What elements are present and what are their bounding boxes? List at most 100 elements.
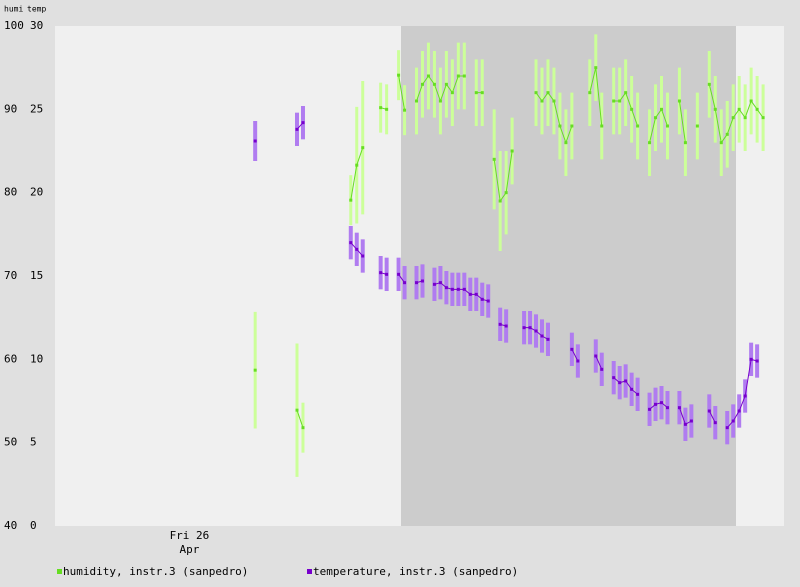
y-tick-label: 100: [4, 19, 24, 32]
point: [552, 99, 556, 103]
point: [660, 107, 664, 111]
point: [677, 99, 681, 103]
legend-swatch: [57, 569, 62, 574]
point: [719, 141, 723, 145]
point: [474, 91, 478, 95]
y2-tick-label: 10: [30, 352, 43, 365]
point: [707, 409, 711, 413]
point: [253, 139, 257, 143]
point: [361, 254, 365, 258]
point: [355, 247, 359, 251]
point: [588, 91, 592, 95]
point: [749, 357, 753, 361]
point: [677, 406, 681, 410]
y2-tick-label: 5: [30, 436, 37, 449]
point: [660, 401, 664, 405]
point: [755, 359, 759, 363]
point: [510, 149, 514, 153]
point: [504, 191, 508, 195]
point: [713, 107, 717, 111]
point: [397, 272, 401, 276]
point: [361, 146, 365, 150]
y2-tick-label: 0: [30, 519, 37, 532]
point: [295, 408, 299, 412]
point: [755, 107, 759, 111]
point: [546, 337, 550, 341]
point: [385, 272, 389, 276]
point: [420, 82, 424, 86]
point: [534, 329, 538, 333]
point: [564, 141, 568, 145]
point: [444, 286, 448, 290]
y2-tick-label: 15: [30, 269, 43, 282]
point: [438, 99, 442, 103]
point: [456, 287, 460, 291]
y-tick-label: 60: [4, 352, 17, 365]
point: [570, 124, 574, 128]
point: [534, 91, 538, 95]
point: [426, 74, 430, 78]
point: [498, 199, 502, 203]
point: [420, 279, 424, 283]
point: [713, 421, 717, 425]
point: [707, 82, 711, 86]
point: [618, 381, 622, 385]
point: [528, 326, 532, 330]
point: [486, 299, 490, 303]
point: [349, 198, 353, 202]
point: [737, 107, 741, 111]
y-axis-label: humi: [4, 5, 23, 14]
point: [743, 394, 747, 398]
point: [450, 91, 454, 95]
y2-axis-label: temp: [27, 5, 46, 14]
point: [636, 392, 640, 396]
point: [540, 334, 544, 338]
point: [695, 124, 699, 128]
y2-tick-label: 30: [30, 19, 43, 32]
legend-swatch: [307, 569, 312, 574]
point: [379, 271, 383, 275]
point: [468, 292, 472, 296]
legend-label: temperature, instr.3 (sanpedro): [313, 565, 518, 578]
point: [683, 422, 687, 426]
y2-tick-label: 25: [30, 102, 43, 115]
point: [403, 108, 407, 112]
point: [725, 426, 729, 430]
y-tick-label: 50: [4, 436, 17, 449]
point: [480, 297, 484, 301]
x-tick-label: Apr: [180, 543, 200, 556]
point: [432, 82, 436, 86]
point: [474, 292, 478, 296]
point: [558, 124, 562, 128]
legend-label: humidity, instr.3 (sanpedro): [63, 565, 248, 578]
point: [636, 124, 640, 128]
point: [403, 281, 407, 285]
point: [397, 73, 401, 77]
y-tick-label: 90: [4, 102, 17, 115]
point: [492, 157, 496, 161]
point: [576, 359, 580, 363]
point: [648, 141, 652, 145]
point: [540, 99, 544, 103]
point: [654, 116, 658, 120]
point: [683, 141, 687, 145]
point: [743, 116, 747, 120]
point: [349, 241, 353, 245]
point: [415, 281, 419, 285]
point: [444, 82, 448, 86]
point: [624, 91, 628, 95]
point: [546, 91, 550, 95]
point: [600, 367, 604, 371]
point: [630, 387, 634, 391]
y-tick-label: 70: [4, 269, 17, 282]
point: [594, 66, 598, 70]
point: [462, 74, 466, 78]
point: [600, 124, 604, 128]
point: [253, 368, 257, 372]
point: [731, 116, 735, 120]
point: [301, 426, 305, 430]
point: [570, 347, 574, 351]
point: [355, 163, 359, 167]
point: [648, 407, 652, 411]
